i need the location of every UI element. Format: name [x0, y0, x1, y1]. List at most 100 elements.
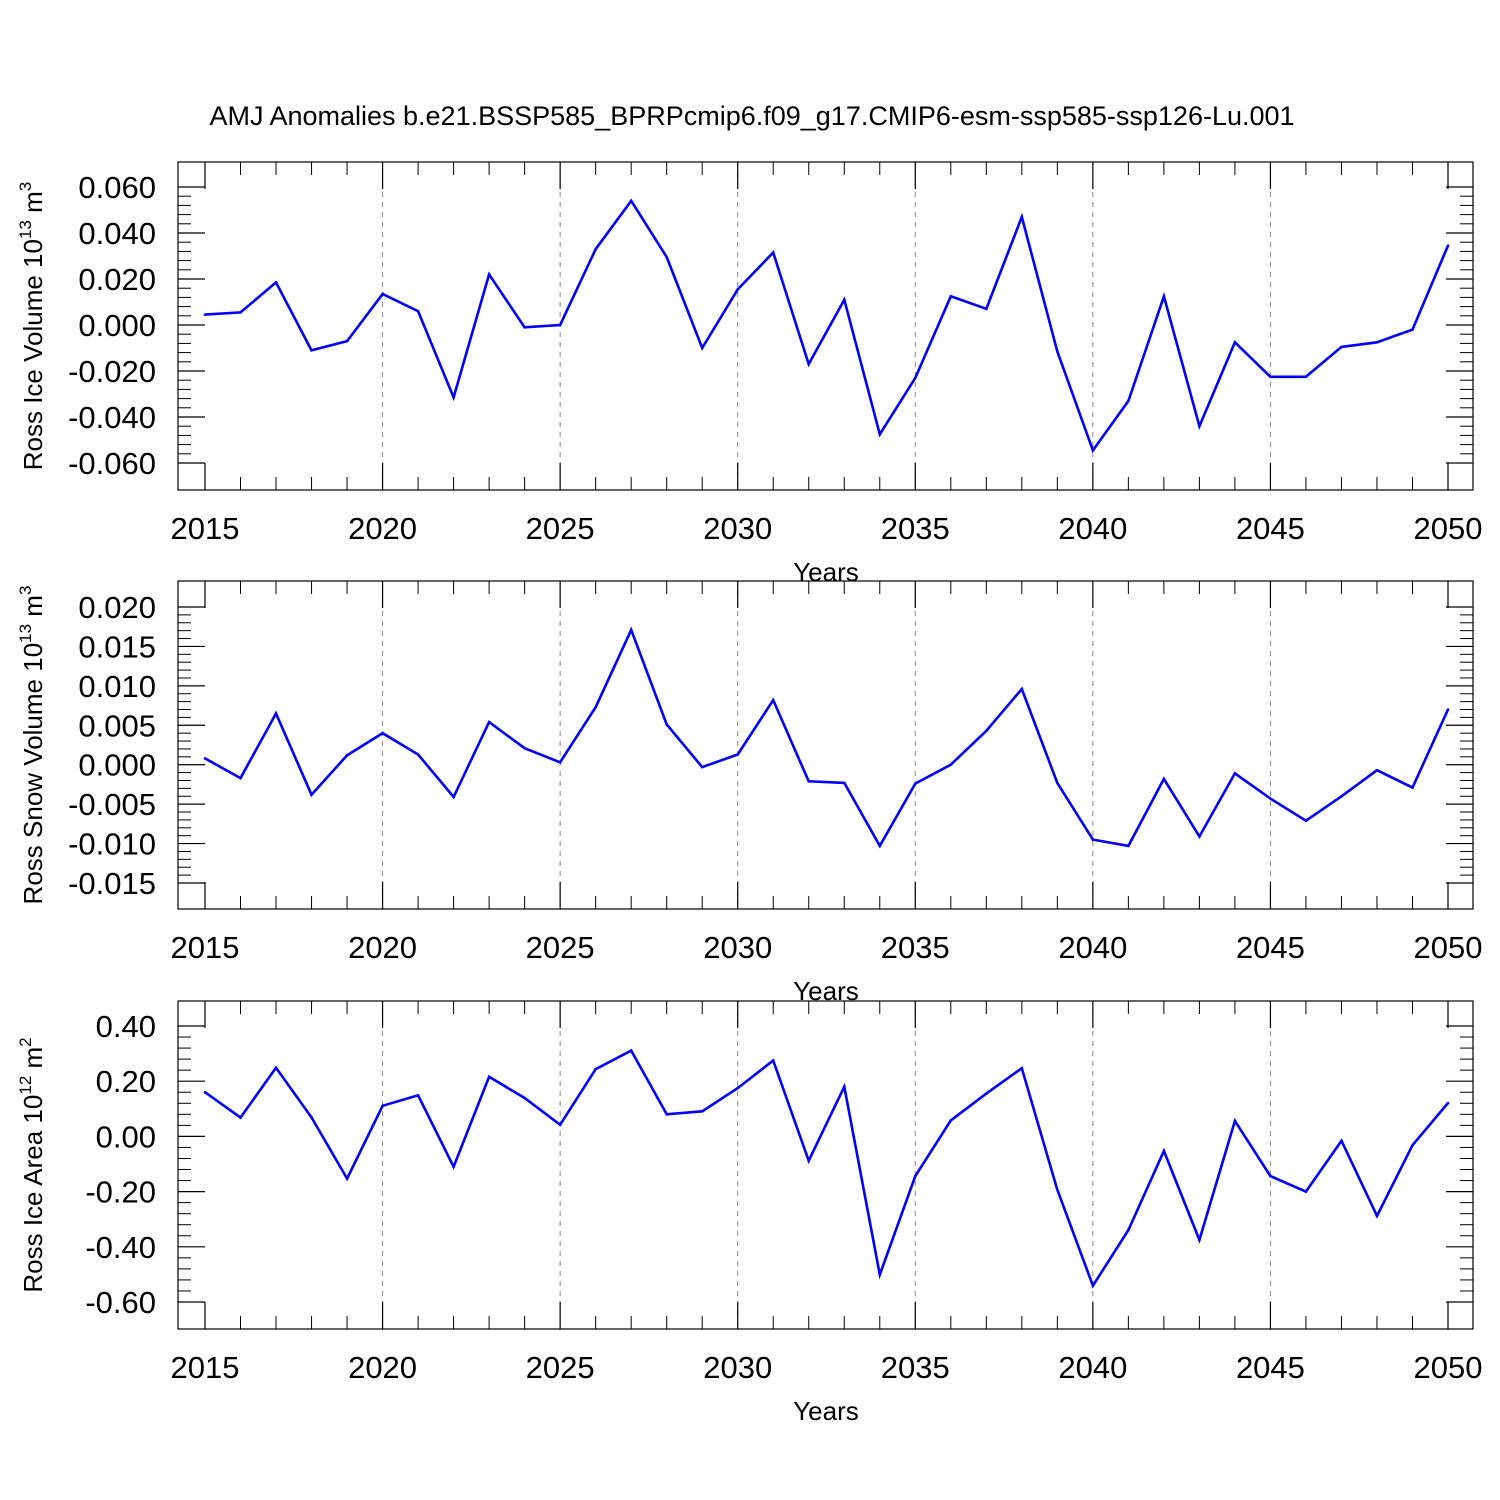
- chart-panel-1: 0.060 0.040 0.020 0.000 -0.020 -0.040 -0.060 20…: [16, 161, 1482, 587]
- data-point: [700, 1109, 704, 1113]
- series-line: [204, 626, 1450, 849]
- data-point: [203, 1090, 207, 1094]
- data-point: [985, 729, 988, 733]
- y-axis-label-exponent: 13: [16, 624, 35, 643]
- data-point: [1162, 294, 1166, 298]
- data-point: [1020, 687, 1024, 691]
- data-point: [416, 309, 420, 313]
- data-point: [381, 292, 384, 296]
- data-point: [274, 712, 278, 715]
- y-tick-label: 0.005: [78, 708, 156, 743]
- data-point: [310, 1116, 313, 1119]
- x-tick-label: 2050: [1414, 1350, 1483, 1385]
- series-line: [204, 198, 1450, 454]
- y-tick-label: -0.40: [85, 1230, 156, 1265]
- y-axis-label-unit-exponent: 3: [16, 586, 35, 595]
- y-tick-label: -0.60: [85, 1285, 156, 1320]
- data-point: [1091, 449, 1095, 452]
- y-tick-label: -0.010: [68, 827, 156, 862]
- data-point: [736, 1086, 740, 1090]
- data-point: [1020, 1066, 1024, 1070]
- data-point: [345, 339, 349, 343]
- data-point: [1304, 375, 1308, 379]
- y-tick-label: -0.020: [68, 354, 156, 389]
- data-point: [913, 376, 917, 380]
- data-point: [736, 288, 740, 291]
- data-point: [452, 396, 455, 399]
- data-point: [1446, 708, 1450, 711]
- y-tick-label: -0.060: [68, 446, 156, 481]
- data-point: [452, 1165, 455, 1169]
- y-axis-label: Ross Ice Volume 1013 m3: [16, 182, 48, 471]
- data-point: [487, 273, 491, 276]
- x-tick-label: 2020: [348, 930, 417, 965]
- x-tick-label: 2050: [1414, 930, 1483, 965]
- x-tick-label: 2030: [703, 511, 772, 546]
- y-tick-label: 0.060: [78, 170, 156, 205]
- data-point: [913, 782, 917, 785]
- data-point: [807, 362, 811, 366]
- x-tick-label: 2035: [881, 1350, 950, 1385]
- data-point: [239, 776, 242, 780]
- data-point: [842, 1085, 846, 1089]
- x-tick-label: 2025: [526, 511, 595, 546]
- data-point: [1127, 844, 1130, 848]
- data-point: [878, 844, 882, 848]
- data-point: [416, 1093, 420, 1097]
- y-tick-label: 0.020: [78, 590, 156, 625]
- data-point: [1269, 375, 1272, 379]
- data-point: [949, 763, 953, 767]
- x-tick-label: 2025: [526, 1350, 595, 1385]
- data-point: [771, 251, 775, 254]
- y-axis-label-unit: m: [18, 191, 48, 220]
- data-point: [629, 1049, 633, 1052]
- data-point: [345, 1177, 349, 1180]
- data-point: [239, 311, 242, 314]
- data-point: [523, 746, 526, 750]
- data-point: [1375, 768, 1379, 772]
- data-point: [1411, 328, 1414, 331]
- data-point: [1127, 399, 1130, 403]
- data-point: [1269, 1174, 1272, 1178]
- y-axis-label: Ross Snow Volume 1013 m3: [16, 586, 48, 905]
- figure-title: AMJ Anomalies b.e21.BSSP585_BPRPcmip6.f0…: [209, 101, 1294, 131]
- data-point: [949, 294, 953, 298]
- data-point: [1056, 350, 1059, 353]
- data-point: [665, 723, 668, 726]
- y-tick-label: 0.040: [78, 216, 156, 251]
- data-point: [274, 1066, 278, 1069]
- data-point: [558, 323, 562, 327]
- data-point: [700, 346, 704, 350]
- x-tick-label: 2040: [1058, 511, 1127, 546]
- y-axis-label-unit-exponent: 2: [16, 1037, 35, 1046]
- data-point: [310, 793, 313, 796]
- data-point: [1162, 777, 1166, 781]
- data-point: [310, 349, 313, 352]
- data-point: [1020, 215, 1024, 219]
- y-tick-label: -0.040: [68, 400, 156, 435]
- y-tick-label: 0.020: [78, 262, 156, 297]
- data-point: [842, 781, 846, 785]
- x-tick-label: 2015: [171, 930, 240, 965]
- data-point: [1091, 1284, 1095, 1288]
- x-tick-label: 2030: [703, 1350, 772, 1385]
- data-point: [381, 1104, 384, 1108]
- y-tick-label: 0.010: [78, 669, 156, 704]
- data-point: [523, 1096, 526, 1100]
- data-point: [239, 1116, 242, 1119]
- y-axis-label-exponent: 13: [16, 220, 35, 239]
- data-point: [807, 1159, 811, 1162]
- data-point: [1056, 781, 1059, 785]
- data-point: [807, 779, 811, 783]
- data-point: [594, 247, 597, 251]
- data-point: [985, 307, 988, 311]
- data-point: [736, 753, 740, 756]
- x-tick-label: 2045: [1236, 511, 1305, 546]
- chart-panel-3: 0.40 0.20 0.00 -0.20 -0.40 -0.60 2015 2020 2025 2…: [16, 1000, 1483, 1426]
- y-axis-label: Ross Ice Area 1012 m2: [16, 1037, 48, 1292]
- data-point: [594, 705, 597, 709]
- data-point: [558, 1123, 562, 1127]
- data-point: [1198, 835, 1201, 838]
- x-tick-label: 2030: [703, 930, 772, 965]
